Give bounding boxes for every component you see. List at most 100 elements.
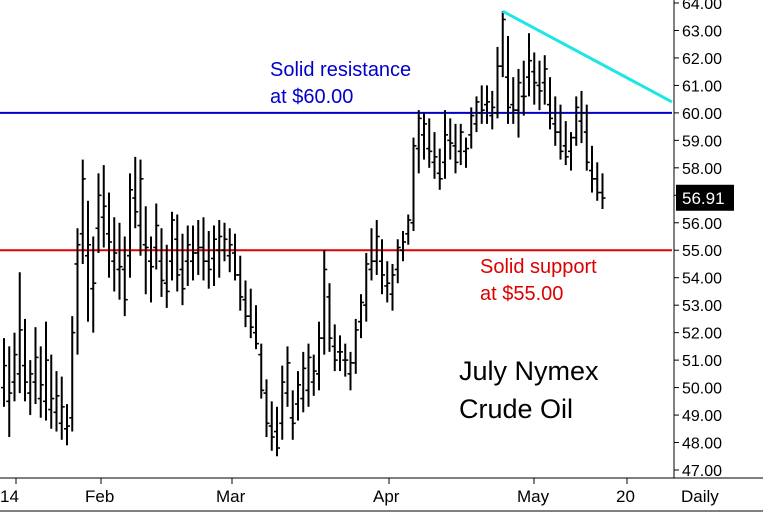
y-tick-label: 47.00	[682, 463, 722, 480]
ohlc-bar	[415, 110, 422, 174]
ohlc-bar	[389, 263, 396, 311]
ohlc-bar	[410, 137, 417, 232]
ohlc-bar	[436, 148, 443, 190]
ohlc-bar	[457, 123, 464, 166]
ohlc-bar	[1, 338, 7, 407]
ohlc-bar	[242, 280, 249, 328]
y-tick-label: 58.00	[682, 161, 722, 178]
ohlc-bar	[321, 250, 328, 355]
ohlc-bar	[562, 121, 569, 166]
x-tick-label: Feb	[85, 487, 114, 506]
ohlc-bar	[489, 90, 496, 130]
y-tick-label: 52.00	[682, 326, 722, 343]
ohlc-bar	[583, 104, 590, 171]
ohlc-bar	[578, 90, 585, 144]
y-tick-label: 49.00	[682, 408, 722, 425]
ohlc-bar	[216, 220, 223, 278]
ohlc-bar	[300, 351, 307, 413]
ohlc-bar	[505, 35, 511, 124]
support-annotation: Solid support	[480, 256, 597, 278]
x-tick-label: 20	[616, 487, 635, 506]
ohlc-bar	[557, 104, 564, 160]
ohlc-bar	[58, 376, 65, 440]
ohlc-bar	[347, 351, 354, 391]
last-price-box	[676, 184, 734, 211]
ohlc-bar	[352, 318, 359, 374]
ohlc-bar	[90, 236, 97, 333]
ohlc-bar	[547, 77, 553, 130]
ohlc-bar	[531, 52, 538, 105]
ohlc-bar	[48, 354, 55, 429]
y-tick-label: 62.00	[682, 51, 722, 68]
ohlc-bar	[32, 327, 39, 405]
ohlc-bar	[589, 145, 595, 193]
ohlc-bar	[405, 214, 412, 245]
y-tick-label: 50.00	[682, 381, 722, 398]
ohlc-bar	[510, 77, 517, 124]
ohlc-bar	[174, 214, 181, 292]
ohlc-bar	[494, 46, 501, 119]
ohlc-bar	[211, 225, 217, 286]
x-tick-label: Mar	[216, 487, 246, 506]
ohlc-bar	[190, 225, 196, 281]
ohlc-bar	[253, 305, 259, 350]
ohlc-bar	[316, 321, 322, 391]
ohlc-bar	[541, 55, 548, 105]
y-tick-label: 55.00	[682, 243, 722, 260]
ohlc-bar	[137, 159, 144, 256]
ohlc-bar	[163, 244, 170, 308]
ohlc-bar	[368, 228, 375, 281]
ohlc-bar	[69, 316, 76, 432]
y-tick-label: 48.00	[682, 436, 722, 453]
ohlc-bar	[394, 239, 401, 284]
ohlc-bar	[515, 68, 522, 138]
ohlc-bar	[158, 228, 165, 297]
ohlc-bar	[337, 335, 343, 372]
ohlc-bar	[342, 343, 349, 377]
y-tick-label: 64.00	[682, 0, 722, 13]
ohlc-bar	[536, 60, 543, 111]
y-tick-label: 53.00	[682, 298, 722, 315]
ohlc-bar	[111, 217, 118, 292]
trendline-layer	[502, 9, 673, 104]
y-tick-label: 60.00	[682, 106, 722, 123]
timeframe-label: Daily	[681, 487, 719, 506]
ohlc-bar	[53, 371, 60, 432]
ohlc-bar	[373, 220, 380, 275]
ohlc-bar	[43, 321, 49, 421]
ohlc-bar	[463, 137, 469, 168]
ohlc-bar	[226, 228, 233, 273]
ohlc-bar	[295, 371, 301, 421]
ohlc-bar	[79, 159, 86, 264]
ohlc-bar	[426, 118, 433, 168]
ohlc-bar	[526, 33, 532, 97]
ohlc-bar	[205, 231, 212, 289]
ohlc-bar	[116, 222, 123, 300]
ohlc-bar	[27, 360, 34, 416]
ohlc-bar	[37, 346, 44, 418]
ohlc-bar	[6, 346, 13, 438]
ohlc-bar	[100, 165, 107, 248]
ohlc-bar	[148, 236, 154, 303]
ohlc-bar	[132, 156, 139, 229]
y-tick-label: 56.00	[682, 216, 722, 233]
ohlc-bar	[552, 96, 559, 146]
ohlc-bar	[184, 225, 191, 286]
ohlc-bar	[195, 220, 202, 275]
ohlc-bar	[284, 346, 291, 407]
ohlc-bar	[331, 324, 338, 372]
y-tick-label: 63.00	[682, 23, 722, 40]
ohlc-bar	[200, 217, 207, 281]
ohlc-bar	[64, 404, 70, 446]
ohlc-bar	[379, 239, 385, 295]
ohlc-bar	[85, 200, 91, 322]
ohlc-bar	[153, 203, 160, 270]
ohlc-bar	[478, 85, 485, 124]
y-tick-label: 59.00	[682, 133, 722, 150]
ohlc-bar	[573, 96, 580, 146]
ohlc-bar	[484, 85, 490, 124]
ohlc-bar	[74, 228, 81, 355]
chart-title: Crude Oil	[459, 394, 573, 424]
